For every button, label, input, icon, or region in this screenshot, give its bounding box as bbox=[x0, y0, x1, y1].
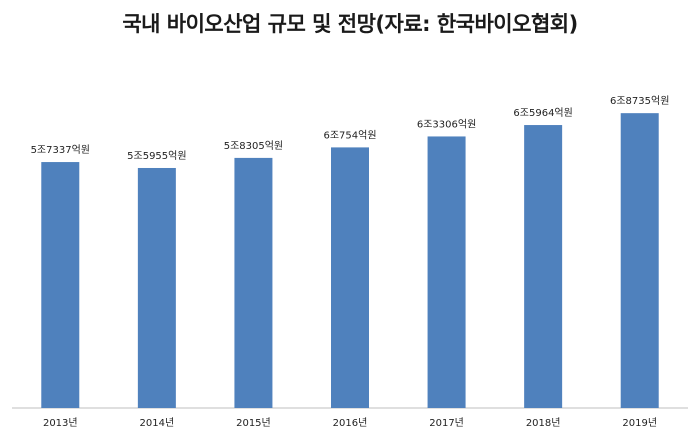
data-label-2: 5조8305억원 bbox=[224, 140, 283, 152]
x-tick-label-2: 2015년 bbox=[236, 417, 271, 429]
x-tick-label-1: 2014년 bbox=[140, 417, 175, 429]
x-tick-label-3: 2016년 bbox=[333, 417, 368, 429]
data-label-1: 5조5955억원 bbox=[127, 150, 186, 162]
data-label-3: 6조754억원 bbox=[323, 129, 376, 141]
data-label-6: 6조8735억원 bbox=[610, 95, 669, 107]
bar-6 bbox=[620, 113, 659, 408]
data-label-5: 6조5964억원 bbox=[513, 107, 572, 119]
bar-0 bbox=[41, 162, 80, 408]
bar-3 bbox=[331, 147, 369, 408]
bar-4 bbox=[427, 136, 466, 409]
x-tick-label-4: 2017년 bbox=[429, 417, 464, 429]
x-tick-label-0: 2013년 bbox=[43, 417, 78, 429]
x-tick-label-6: 2019년 bbox=[622, 417, 657, 429]
bar-5 bbox=[524, 125, 563, 408]
chart-title: 국내 바이오산업 규모 및 전망(자료: 한국바이오협회) bbox=[122, 12, 578, 36]
x-tick-label-5: 2018년 bbox=[526, 417, 561, 429]
data-label-4: 6조3306억원 bbox=[417, 118, 476, 130]
bar-1 bbox=[137, 167, 176, 408]
data-label-0: 5조7337억원 bbox=[31, 144, 90, 156]
bar-2 bbox=[234, 157, 273, 408]
